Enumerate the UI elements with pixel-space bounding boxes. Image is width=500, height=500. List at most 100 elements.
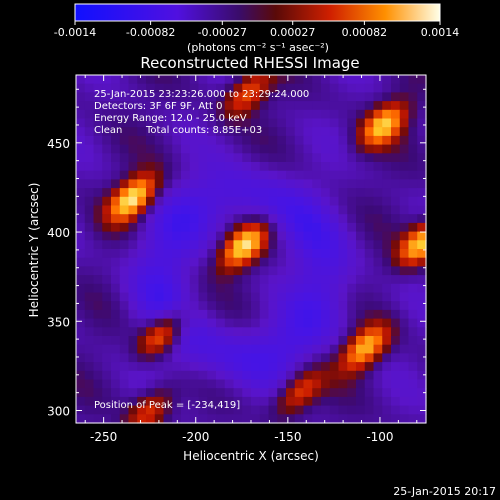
- heatmap-cell: [259, 144, 270, 154]
- heatmap-cell: [417, 249, 427, 259]
- heatmap-cell: [233, 309, 243, 320]
- heatmap-cell: [391, 127, 401, 137]
- heatmap-cell: [146, 222, 156, 233]
- heatmap-cell: [259, 414, 270, 424]
- heatmap-cell: [303, 266, 313, 276]
- heatmap-cell: [399, 327, 410, 337]
- heatmap-cell: [189, 309, 200, 320]
- heatmap-cell: [382, 344, 392, 354]
- heatmap-cell: [312, 170, 322, 180]
- heatmap-cell: [391, 101, 401, 111]
- heatmap-cell: [312, 205, 322, 215]
- heatmap-cell: [137, 92, 147, 102]
- heatmap-cell: [294, 309, 305, 320]
- heatmap-cell: [321, 92, 331, 102]
- heatmap-cell: [233, 362, 243, 372]
- x-tick-label: -100: [366, 430, 393, 444]
- heatmap-cell: [303, 75, 313, 85]
- heatmap-cell: [76, 231, 86, 241]
- heatmap-cell: [364, 92, 375, 102]
- heatmap-cell: [189, 275, 200, 285]
- heatmap-cell: [268, 249, 278, 259]
- heatmap-cell: [172, 353, 182, 363]
- heatmap-cell: [382, 275, 392, 285]
- heatmap-cell: [216, 379, 226, 389]
- heatmap-cell: [259, 222, 270, 233]
- heatmap-cell: [224, 396, 235, 407]
- heatmap-cell: [154, 75, 165, 85]
- heatmap-cell: [146, 214, 156, 224]
- heatmap-cell: [172, 170, 182, 180]
- heatmap-cell: [102, 179, 112, 189]
- heatmap-cell: [382, 318, 392, 328]
- heatmap-cell: [382, 362, 392, 372]
- heatmap-cell: [207, 353, 217, 363]
- heatmap-cell: [198, 135, 208, 146]
- heatmap-cell: [198, 75, 208, 85]
- heatmap-cell: [128, 240, 138, 250]
- heatmap-cell: [93, 249, 103, 259]
- heatmap-cell: [277, 83, 287, 93]
- heatmap-cell: [364, 214, 375, 224]
- heatmap-cell: [303, 92, 313, 102]
- heatmap-cell: [329, 162, 340, 172]
- heatmap-cell: [102, 370, 112, 381]
- heatmap-cell: [93, 309, 103, 320]
- heatmap-cell: [417, 127, 427, 137]
- heatmap-cell: [391, 344, 401, 354]
- heatmap-cell: [391, 135, 401, 146]
- heatmap-cell: [329, 75, 340, 85]
- heatmap-cell: [408, 292, 418, 302]
- annotation-total-counts: Total counts: 8.85E+03: [145, 125, 262, 136]
- heatmap-cell: [181, 231, 191, 241]
- heatmap-cell: [154, 388, 165, 398]
- heatmap-cell: [391, 92, 401, 102]
- heatmap-cell: [399, 362, 410, 372]
- heatmap-cell: [233, 257, 243, 267]
- heatmap-cell: [259, 109, 270, 120]
- heatmap-cell: [242, 222, 252, 233]
- heatmap-cell: [364, 396, 375, 407]
- heatmap-cell: [303, 118, 313, 128]
- heatmap-cell: [391, 214, 401, 224]
- heatmap-cell: [312, 92, 322, 102]
- heatmap-cell: [93, 405, 103, 415]
- heatmap-cell: [154, 362, 165, 372]
- heatmap-cell: [408, 396, 418, 407]
- heatmap-cell: [163, 414, 173, 424]
- heatmap-cell: [163, 162, 173, 172]
- heatmap-cell: [347, 309, 357, 320]
- heatmap-cell: [399, 214, 410, 224]
- heatmap-cell: [399, 370, 410, 381]
- heatmap-cell: [163, 222, 173, 233]
- heatmap-cell: [303, 214, 313, 224]
- heatmap-cell: [207, 162, 217, 172]
- heatmap-cell: [102, 205, 112, 215]
- heatmap-cell: [198, 275, 208, 285]
- heatmap-cell: [172, 370, 182, 381]
- heatmap-cell: [146, 414, 156, 424]
- heatmap-cell: [399, 83, 410, 93]
- heatmap-cell: [216, 83, 226, 93]
- heatmap-cell: [216, 231, 226, 241]
- heatmap-cell: [356, 118, 366, 128]
- heatmap-cell: [329, 362, 340, 372]
- heatmap-cell: [408, 222, 418, 233]
- heatmap-cell: [382, 144, 392, 154]
- heatmap-cell: [391, 283, 401, 294]
- heatmap-cell: [277, 309, 287, 320]
- heatmap-cell: [312, 370, 322, 381]
- heatmap-cell: [329, 231, 340, 241]
- heatmap-cell: [198, 92, 208, 102]
- heatmap-cell: [102, 283, 112, 294]
- heatmap-cell: [268, 240, 278, 250]
- heatmap-cell: [356, 249, 366, 259]
- heatmap-cell: [93, 127, 103, 137]
- heatmap-cell: [102, 196, 112, 207]
- heatmap-cell: [146, 379, 156, 389]
- heatmap-cell: [294, 336, 305, 346]
- heatmap-cell: [364, 240, 375, 250]
- heatmap-cell: [399, 405, 410, 415]
- heatmap-cell: [189, 214, 200, 224]
- heatmap-cell: [268, 162, 278, 172]
